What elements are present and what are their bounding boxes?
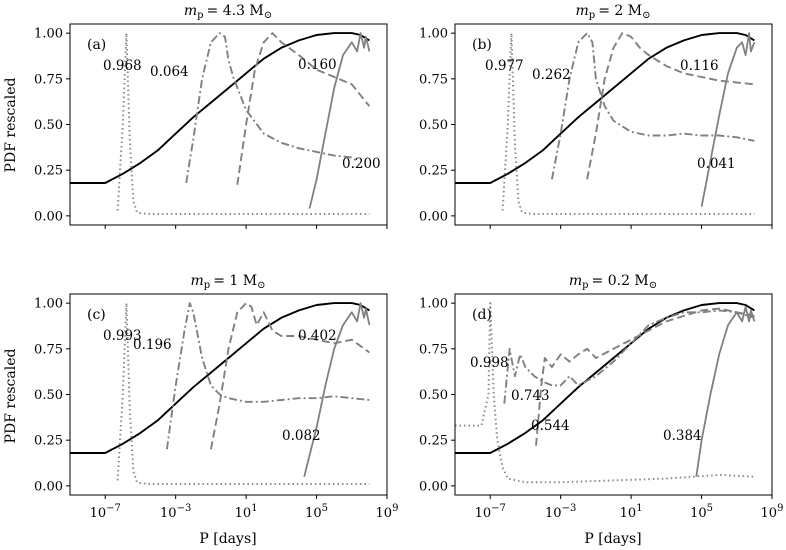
- panel-label-b: (b): [472, 37, 492, 53]
- series-line-dashed-b: [586, 32, 755, 180]
- panel-b: mp = 2 M⊙ 0.00 0.25 0.50 0.75 1.00 (b) 0.977 0.2…: [419, 3, 773, 229]
- y-tick-label-d-3: 0.75: [419, 342, 448, 357]
- y-tick-label-a-3: 0.75: [34, 72, 63, 87]
- y-tick-label-c-4: 1.00: [34, 297, 63, 312]
- y-tick-label-b-0: 0.00: [419, 209, 448, 224]
- curve-label-solid-gray-a: 0.200: [342, 156, 381, 172]
- x-tick-label-d-0: 10−7: [475, 503, 506, 521]
- curve-label-dotted-d: 0.998: [470, 355, 509, 371]
- x-axis-label-right: P [days]: [584, 531, 641, 547]
- x-tick-label-d-2: 101: [620, 503, 643, 521]
- series-group-a: [70, 32, 371, 215]
- series-group-c: [70, 302, 371, 485]
- series-group-b: [455, 32, 756, 215]
- curve-label-dashdot-a: 0.064: [150, 64, 189, 80]
- series-group-d: [455, 302, 756, 484]
- panel-label-d: (d): [472, 307, 492, 323]
- x-tick-label-d-3: 105: [690, 503, 713, 521]
- panel-label-a: (a): [87, 37, 106, 53]
- series-line-dotted-a: [116, 32, 370, 215]
- series-line-solid-gray-a: [308, 32, 371, 209]
- y-axis-label-bottom: PDF rescaled: [3, 349, 19, 444]
- series-line-black-a: [70, 32, 370, 184]
- y-tick-label-b-1: 0.25: [419, 164, 448, 179]
- series-line-black-d: [455, 302, 755, 454]
- series-line-dashed-d: [535, 307, 755, 446]
- curve-label-dashed-c: 0.402: [298, 328, 337, 344]
- series-line-solid-gray-b: [700, 32, 756, 207]
- curve-label-dashed-a: 0.160: [298, 57, 337, 73]
- series-line-black-c: [70, 302, 370, 454]
- curve-label-dashdot-d: 0.743: [511, 388, 550, 404]
- series-line-black-b: [455, 32, 755, 184]
- y-tick-label-a-2: 0.50: [34, 118, 63, 133]
- x-tick-label-c-4: 109: [376, 503, 399, 521]
- x-tick-label-d-4: 109: [761, 503, 784, 521]
- curve-label-solid-gray-c: 0.082: [282, 428, 321, 444]
- y-tick-label-b-2: 0.50: [419, 118, 448, 133]
- x-tick-label-c-0: 10−7: [90, 503, 121, 521]
- y-tick-label-d-0: 0.00: [419, 479, 448, 494]
- y-tick-label-a-4: 1.00: [34, 27, 63, 42]
- series-line-dashdot-b: [550, 32, 755, 180]
- series-line-dashdot-a: [185, 32, 358, 184]
- x-axis-label-left: P [days]: [199, 531, 256, 547]
- y-tick-label-c-1: 0.25: [34, 434, 63, 449]
- curve-label-dotted-c: 0.993: [103, 328, 142, 344]
- panel-c: mp = 1 M⊙ 0.00 0.25 0.50 0.75 1.00 10−7 10−3 101…: [34, 273, 398, 521]
- curve-label-dashed-b: 0.116: [680, 58, 719, 74]
- y-tick-label-b-3: 0.75: [419, 72, 448, 87]
- y-tick-label-c-0: 0.00: [34, 479, 63, 494]
- curve-label-dashed-d: 0.544: [531, 418, 570, 434]
- panel-title-d: mp = 0.2 M⊙: [569, 273, 657, 291]
- y-tick-label-d-1: 0.25: [419, 434, 448, 449]
- curve-label-dashdot-b: 0.262: [532, 67, 571, 83]
- curve-label-dashdot-c: 0.196: [133, 337, 172, 353]
- axes-frame-b: [454, 23, 773, 226]
- plot-area-d: 0.00 0.25 0.50 0.75 1.00 10−7 10−3 101 105 109 (d)…: [419, 293, 784, 521]
- panel-title-b: mp = 2 M⊙: [576, 3, 651, 21]
- series-line-dotted-d: [455, 302, 755, 484]
- series-line-dotted-b: [501, 32, 755, 215]
- curve-label-solid-gray-b: 0.041: [697, 156, 736, 172]
- panel-a: mp = 4.3 M⊙ 0.000.250.500.751.00(a)0.968 0…: [34, 3, 388, 229]
- series-line-solid-gray-d: [695, 305, 756, 477]
- x-tick-label-d-1: 10−3: [545, 503, 576, 521]
- x-tick-label-c-3: 105: [305, 503, 328, 521]
- axes-frame-d: [454, 293, 773, 496]
- y-tick-label-d-4: 1.00: [419, 297, 448, 312]
- curve-label-solid-gray-d: 0.384: [663, 428, 702, 444]
- y-axis-label-top: PDF rescaled: [3, 78, 19, 173]
- plot-area-a: 0.00 0.25 0.50 0.75 1.00 (a) 0.968 0.064 0.160 0.…: [34, 23, 388, 229]
- x-tick-label-c-2: 101: [235, 503, 258, 521]
- panel-label-c: (c): [87, 307, 106, 323]
- series-line-dotted-c: [116, 302, 370, 485]
- y-tick-label-a-0: 0.00: [34, 209, 63, 224]
- curve-label-dotted-b: 0.977: [485, 58, 524, 74]
- panel-title-c: mp = 1 M⊙: [191, 273, 266, 291]
- axes-frame-c: [69, 293, 388, 496]
- y-tick-label-a-1: 0.25: [34, 164, 63, 179]
- plot-area-c: 0.00 0.25 0.50 0.75 1.00 10−7 10−3 101 105 109 (c)…: [34, 293, 399, 521]
- x-tick-label-c-1: 10−3: [160, 503, 191, 521]
- panel-title-a: mp = 4.3 M⊙: [184, 3, 272, 21]
- y-tick-label-c-2: 0.50: [34, 388, 63, 403]
- panel-d: mp = 0.2 M⊙ 0.00 0.25 0.50 0.75 1.00 10−7 10−3 1…: [419, 273, 783, 521]
- series-line-dashed-a: [236, 32, 371, 185]
- series-line-dashed-c: [209, 302, 370, 450]
- y-tick-label-c-3: 0.75: [34, 342, 63, 357]
- curve-label-dotted-a: 0.968: [103, 58, 142, 74]
- plot-area-b: 0.00 0.25 0.50 0.75 1.00 (b) 0.977 0.262 0.116 0.…: [419, 23, 773, 229]
- y-tick-label-b-4: 1.00: [419, 27, 448, 42]
- series-line-solid-gray-c: [303, 302, 371, 477]
- y-tick-label-d-2: 0.50: [419, 388, 448, 403]
